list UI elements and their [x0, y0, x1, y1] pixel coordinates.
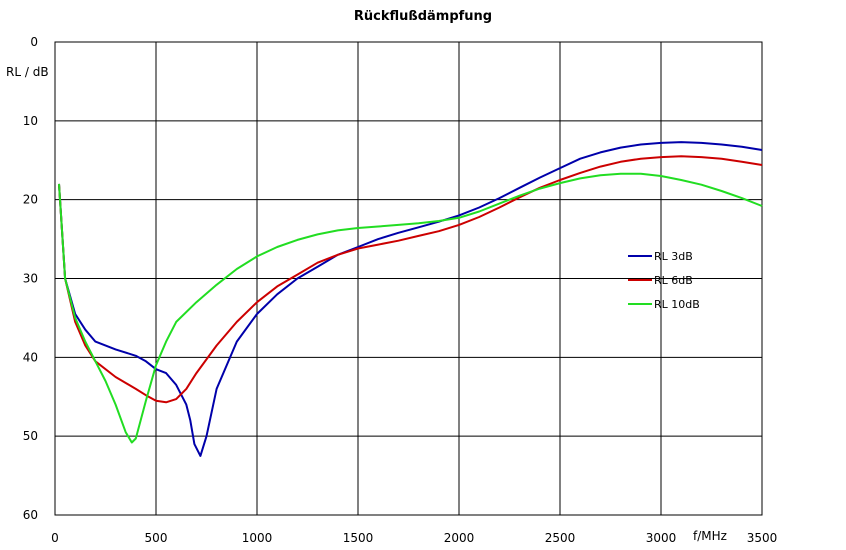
series-line-2: [58, 155, 763, 404]
y-tick-label: 50: [23, 429, 38, 443]
x-tick-label: 2500: [545, 531, 576, 545]
y-tick-label: 40: [23, 350, 38, 364]
x-tick-label: 1000: [242, 531, 273, 545]
x-tick-label: 1500: [343, 531, 374, 545]
legend-label-2: RL 6dB: [654, 274, 693, 287]
x-axis-label: f/MHz: [693, 529, 727, 543]
legend-label-1: RL 3dB: [654, 250, 693, 263]
series-line-1: [58, 141, 763, 457]
y-axis-label: RL / dB: [6, 65, 49, 79]
y-tick-label: 0: [30, 35, 38, 49]
y-tick-label: 30: [23, 272, 38, 286]
series-line-3: [58, 172, 763, 444]
x-tick-label: 3000: [646, 531, 677, 545]
legend-label-3: RL 10dB: [654, 298, 700, 311]
y-tick-label: 10: [23, 114, 38, 128]
x-tick-label: 2000: [444, 531, 475, 545]
y-tick-label: 60: [23, 508, 38, 522]
chart-title: Rückflußdämpfung: [353, 9, 493, 24]
x-tick-label: 0: [51, 531, 59, 545]
y-tick-label: 20: [23, 193, 38, 207]
x-tick-label: 500: [145, 531, 168, 545]
x-tick-label: 3500: [747, 531, 778, 545]
